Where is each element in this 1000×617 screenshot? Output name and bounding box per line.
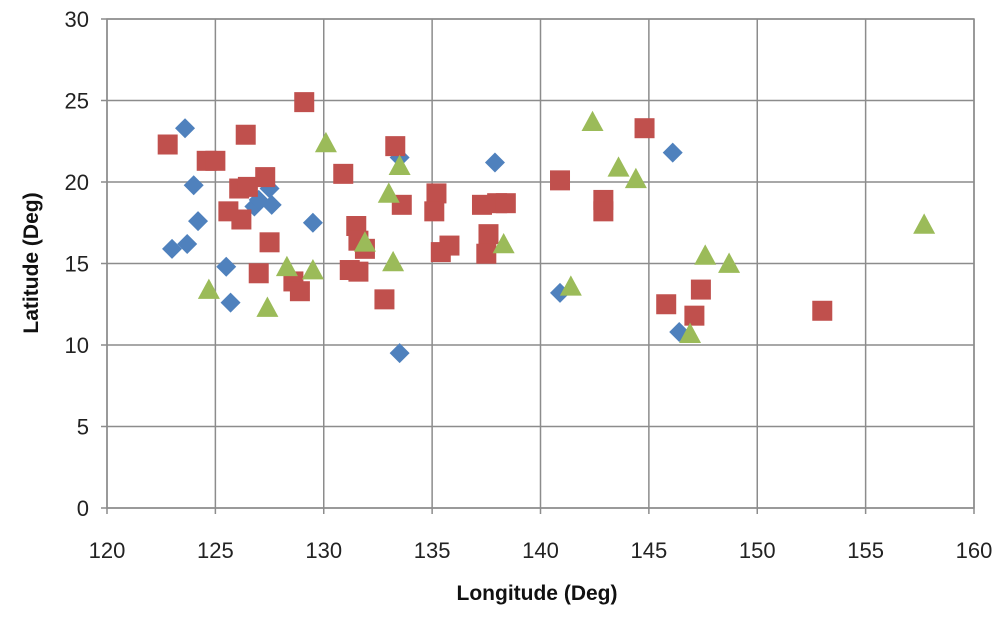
x-tick-label: 135 xyxy=(414,538,451,563)
square-point xyxy=(471,194,492,215)
square-point xyxy=(424,201,445,222)
x-axis-title: Longitude (Deg) xyxy=(457,582,618,605)
triangle-point xyxy=(679,322,702,343)
triangle-point xyxy=(581,110,604,132)
triangle-point xyxy=(913,213,936,234)
data-points xyxy=(157,92,936,364)
triangle-point xyxy=(559,275,582,296)
square-point xyxy=(374,289,395,310)
diamond-point xyxy=(662,142,683,163)
diamond-point xyxy=(162,238,183,259)
triangle-point xyxy=(388,154,411,176)
triangle-point xyxy=(314,131,337,153)
square-point xyxy=(231,209,252,230)
diamond-point xyxy=(389,343,410,364)
x-tick-label: 130 xyxy=(305,538,342,563)
square-point xyxy=(593,201,614,222)
diamond-point xyxy=(484,152,505,173)
x-tick-label: 120 xyxy=(89,538,126,563)
x-tick-label: 140 xyxy=(522,538,559,563)
triangle-point xyxy=(353,231,376,252)
square-point xyxy=(235,124,256,145)
diamond-point xyxy=(183,175,204,196)
x-tick-label: 155 xyxy=(847,538,884,563)
square-point xyxy=(812,300,833,321)
diamond-point xyxy=(177,233,198,254)
triangle-point xyxy=(607,156,630,177)
y-tick-label: 30 xyxy=(65,7,89,32)
square-point xyxy=(495,193,516,214)
square-point xyxy=(550,170,571,191)
diamond-point xyxy=(216,256,237,277)
y-tick-label: 20 xyxy=(65,170,89,195)
square-point xyxy=(439,235,460,256)
triangle-point xyxy=(492,232,515,254)
square-point xyxy=(690,279,711,300)
y-axis-title: Latitude (Deg) xyxy=(20,192,43,333)
x-tick-label: 145 xyxy=(631,538,668,563)
square-point xyxy=(237,176,258,197)
square-point xyxy=(684,305,705,326)
grid-lines xyxy=(101,18,975,514)
triangle-point xyxy=(301,259,324,280)
square-point xyxy=(294,92,315,113)
triangle-point xyxy=(382,250,405,272)
diamond-point xyxy=(261,194,282,215)
square-point xyxy=(259,232,280,253)
square-point xyxy=(385,136,406,157)
triangle-point xyxy=(377,182,400,203)
x-tick-label: 160 xyxy=(956,538,993,563)
square-point xyxy=(656,294,677,315)
x-tick-label: 150 xyxy=(739,538,776,563)
square-point xyxy=(476,243,497,264)
y-tick-label: 25 xyxy=(65,89,89,114)
square-point xyxy=(478,224,499,245)
y-tick-label: 10 xyxy=(65,333,89,358)
diamond-point xyxy=(175,118,196,139)
triangle-point xyxy=(718,252,741,273)
triangle-point xyxy=(275,255,298,277)
square-point xyxy=(157,134,178,155)
y-tick-labels: 0 5 10 15 20 25 30 xyxy=(65,7,89,521)
y-tick-label: 5 xyxy=(77,415,89,440)
square-point xyxy=(333,163,354,184)
triangle-point xyxy=(256,296,279,317)
square-point xyxy=(289,281,310,302)
square-point xyxy=(348,261,369,282)
triangle-point xyxy=(694,244,717,265)
diamond-point xyxy=(220,292,241,313)
square-point xyxy=(248,263,269,284)
y-tick-label: 0 xyxy=(77,496,89,521)
diamond-point xyxy=(188,211,209,232)
square-point xyxy=(634,118,655,139)
diamond-point xyxy=(302,212,323,233)
square-point xyxy=(255,167,276,188)
square-point xyxy=(426,183,447,204)
x-tick-labels: 120 125 130 135 140 145 150 155 160 xyxy=(89,538,993,563)
square-point xyxy=(205,150,226,171)
y-tick-label: 15 xyxy=(65,252,89,277)
x-tick-label: 125 xyxy=(197,538,234,563)
triangle-point xyxy=(624,167,647,189)
triangle-point xyxy=(197,278,220,299)
